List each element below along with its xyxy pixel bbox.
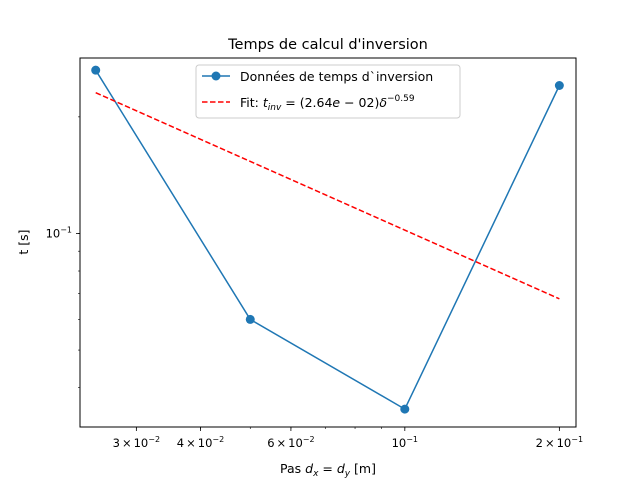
data-point bbox=[554, 81, 564, 90]
series-line-0 bbox=[95, 69, 561, 411]
y-axis-label: t [s] bbox=[16, 229, 31, 254]
data-point bbox=[245, 314, 255, 324]
data-point bbox=[400, 404, 410, 414]
data-point bbox=[91, 65, 101, 75]
x-tick-label: 3 × 10−2 bbox=[113, 435, 160, 450]
series-line-1 bbox=[95, 92, 560, 300]
legend-box bbox=[195, 64, 461, 119]
plot-area bbox=[91, 65, 564, 414]
x-tick-label: 2 × 10−1 bbox=[536, 435, 583, 450]
legend-label-fit: Fit: tinv = (2.64e − 02)δ−0.59 bbox=[240, 94, 415, 113]
chart-title: Temps de calcul d'inversion bbox=[227, 37, 428, 53]
x-tick-label: 6 × 10−2 bbox=[267, 435, 314, 450]
x-tick-label: 10−1 bbox=[392, 435, 418, 450]
legend: Données de temps d`inversion Fit: tinv =… bbox=[195, 64, 461, 119]
y-axis: 10−1 bbox=[46, 116, 80, 388]
axes-frame bbox=[79, 57, 577, 428]
x-axis-label: Pas dx = dy [m] bbox=[280, 461, 376, 479]
x-tick-label: 4 × 10−2 bbox=[177, 435, 224, 450]
x-axis: 3 × 10−2 4 × 10−2 6 × 10−2 10−1 2 × 10−1 bbox=[113, 427, 583, 450]
legend-marker-data bbox=[211, 71, 221, 81]
y-tick-label: 10−1 bbox=[46, 225, 72, 240]
legend-label-data: Données de temps d`inversion bbox=[240, 69, 433, 84]
